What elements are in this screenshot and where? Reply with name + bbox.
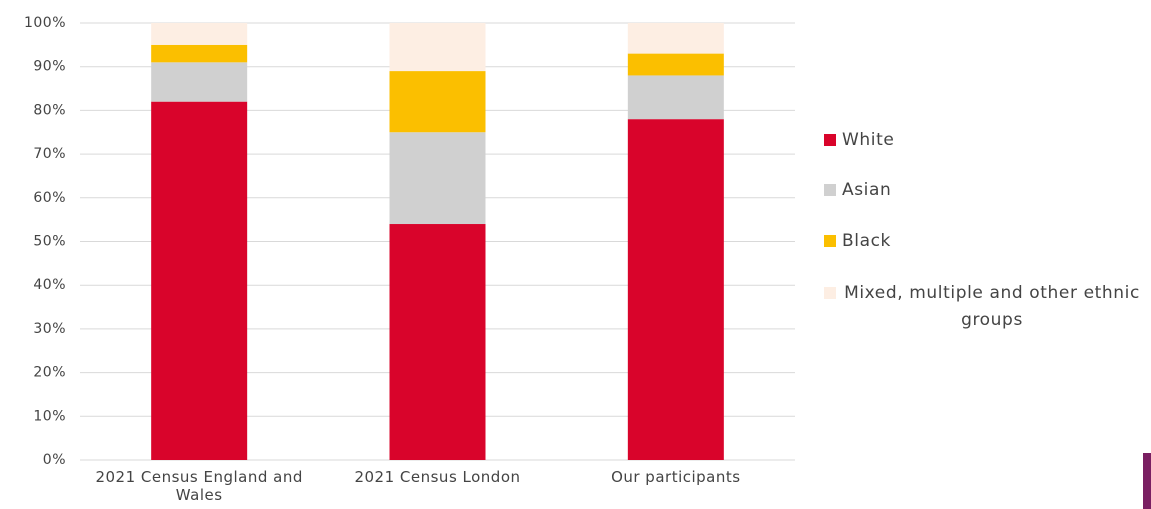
y-tick-label: 40% (33, 277, 66, 293)
y-tick-label: 50% (33, 234, 66, 250)
y-tick-label: 60% (33, 190, 66, 206)
y-tick-label: 90% (33, 59, 66, 75)
legend-label: Mixed, multiple and other ethnic groups (844, 283, 1140, 330)
y-tick-label: 100% (24, 15, 66, 31)
y-tick-label: 70% (33, 146, 66, 162)
bar-segment (151, 62, 248, 102)
y-tick-label: 0% (43, 452, 66, 468)
bar-segment (627, 23, 724, 54)
y-tick-label: 10% (33, 408, 66, 424)
bar-segment (389, 224, 486, 460)
x-tick-label: 2021 Census London (354, 468, 521, 486)
bar-segment (389, 132, 486, 225)
bar-segment (151, 23, 248, 45)
legend-label: White (842, 130, 895, 150)
legend-label: Black (842, 231, 891, 251)
x-tick-label: 2021 Census England and Wales (95, 468, 303, 504)
bar-segment (151, 44, 248, 63)
bar-segment (389, 23, 486, 72)
decoration (1143, 453, 1151, 509)
x-tick-label: Our participants (611, 468, 741, 486)
legend-label: Asian (842, 180, 892, 200)
y-tick-label: 30% (33, 321, 66, 337)
y-tick-label: 20% (33, 365, 66, 381)
legend-swatch (824, 184, 836, 196)
bar-segment (627, 75, 724, 120)
bar-segment (389, 71, 486, 133)
y-tick-label: 80% (33, 102, 66, 118)
legend-swatch (824, 134, 836, 146)
legend-swatch (824, 287, 836, 299)
bar-segment (627, 119, 724, 460)
legend-swatch (824, 235, 836, 247)
bar-segment (151, 101, 248, 460)
bar-segment (627, 53, 724, 76)
